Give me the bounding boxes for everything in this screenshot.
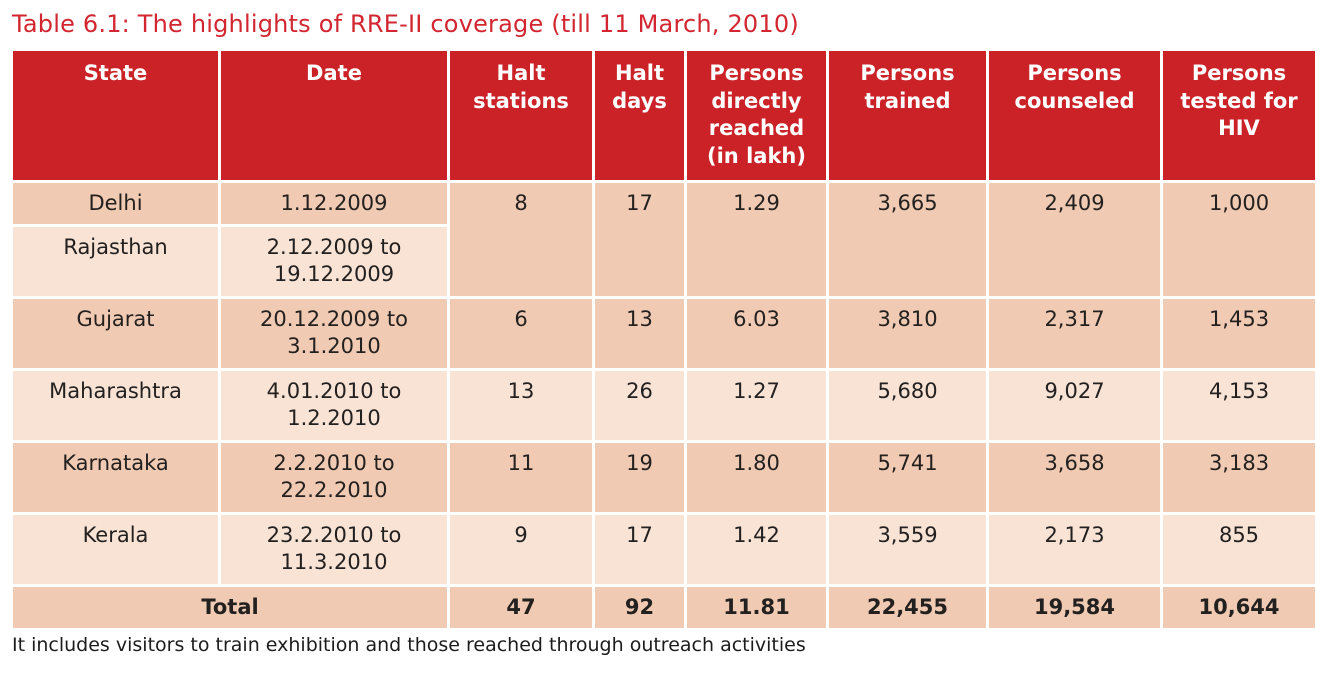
cell-date: 23.2.2010 to 11.3.2010 [218, 511, 450, 587]
header-row: State Date Halt stations Halt days Perso… [10, 48, 1318, 183]
cell-total-halt-days: 92 [592, 583, 687, 631]
cell-persons-counseled: 2,173 [986, 511, 1163, 587]
coverage-table: State Date Halt stations Halt days Perso… [10, 48, 1318, 631]
cell-total-persons-tested: 10,644 [1160, 583, 1318, 631]
col-header-persons-tested: Persons tested for HIV [1160, 48, 1318, 183]
table-title: Table 6.1: The highlights of RRE-II cove… [12, 10, 799, 38]
cell-state: Karnataka [10, 439, 221, 515]
cell-total-persons-trained: 22,455 [826, 583, 989, 631]
cell-state: Maharashtra [10, 367, 221, 443]
col-header-persons-counseled: Persons counseled [986, 48, 1163, 183]
cell-state: Gujarat [10, 295, 221, 371]
cell-persons-counseled: 2,317 [986, 295, 1163, 371]
cell-persons-reached: 1.80 [684, 439, 829, 515]
cell-persons-trained: 3,559 [826, 511, 989, 587]
cell-halt-days: 17 [592, 511, 687, 587]
cell-persons-counseled: 3,658 [986, 439, 1163, 515]
table-row-gujarat: Gujarat 20.12.2009 to 3.1.2010 6 13 6.03… [10, 295, 1318, 371]
col-header-state: State [10, 48, 221, 183]
table-row-maharashtra: Maharashtra 4.01.2010 to 1.2.2010 13 26 … [10, 367, 1318, 443]
cell-halt-days: 19 [592, 439, 687, 515]
cell-total-label: Total [10, 583, 450, 631]
cell-persons-counseled: 2,409 [986, 180, 1163, 299]
cell-halt-stations: 6 [447, 295, 595, 371]
cell-halt-days: 17 [592, 180, 687, 299]
cell-halt-days: 26 [592, 367, 687, 443]
cell-persons-trained: 5,741 [826, 439, 989, 515]
cell-state: Rajasthan [10, 223, 221, 299]
cell-persons-reached: 1.29 [684, 180, 829, 299]
cell-state: Delhi [10, 180, 221, 227]
cell-state: Kerala [10, 511, 221, 587]
cell-persons-tested: 1,000 [1160, 180, 1318, 299]
table-footnote: It includes visitors to train exhibition… [12, 633, 806, 656]
cell-halt-days: 13 [592, 295, 687, 371]
cell-total-persons-reached: 11.81 [684, 583, 829, 631]
cell-date: 2.12.2009 to 19.12.2009 [218, 223, 450, 299]
cell-date: 2.2.2010 to 22.2.2010 [218, 439, 450, 515]
cell-persons-tested: 3,183 [1160, 439, 1318, 515]
table-row-rajasthan: Rajasthan 2.12.2009 to 19.12.2009 [10, 223, 1317, 299]
cell-halt-stations: 9 [447, 511, 595, 587]
cell-persons-reached: 6.03 [684, 295, 829, 371]
cell-halt-stations: 13 [447, 367, 595, 443]
cell-persons-reached: 1.42 [684, 511, 829, 587]
cell-total-persons-counseled: 19,584 [986, 583, 1163, 631]
cell-persons-reached: 1.27 [684, 367, 829, 443]
cell-halt-stations: 11 [447, 439, 595, 515]
cell-persons-trained: 3,665 [826, 180, 989, 299]
cell-persons-tested: 4,153 [1160, 367, 1318, 443]
cell-persons-trained: 5,680 [826, 367, 989, 443]
cell-date: 20.12.2009 to 3.1.2010 [218, 295, 450, 371]
table-row-kerala: Kerala 23.2.2010 to 11.3.2010 9 17 1.42 … [10, 511, 1318, 587]
cell-persons-tested: 1,453 [1160, 295, 1318, 371]
table-row-total: Total 47 92 11.81 22,455 19,584 10,644 [10, 583, 1318, 631]
cell-date: 4.01.2010 to 1.2.2010 [218, 367, 450, 443]
cell-persons-trained: 3,810 [826, 295, 989, 371]
table-row-karnataka: Karnataka 2.2.2010 to 22.2.2010 11 19 1.… [10, 439, 1318, 515]
cell-total-halt-stations: 47 [447, 583, 595, 631]
col-header-halt-stations: Halt stations [447, 48, 595, 183]
table-row-delhi: Delhi 1.12.2009 8 17 1.29 3,665 2,409 1,… [10, 180, 1318, 299]
col-header-date: Date [218, 48, 450, 183]
cell-persons-counseled: 9,027 [986, 367, 1163, 443]
col-header-persons-trained: Persons trained [826, 48, 989, 183]
cell-halt-stations: 8 [447, 180, 595, 299]
cell-date: 1.12.2009 [218, 180, 450, 227]
col-header-halt-days: Halt days [592, 48, 687, 183]
col-header-persons-reached: Persons directly reached (in lakh) [684, 48, 829, 183]
cell-persons-tested: 855 [1160, 511, 1318, 587]
